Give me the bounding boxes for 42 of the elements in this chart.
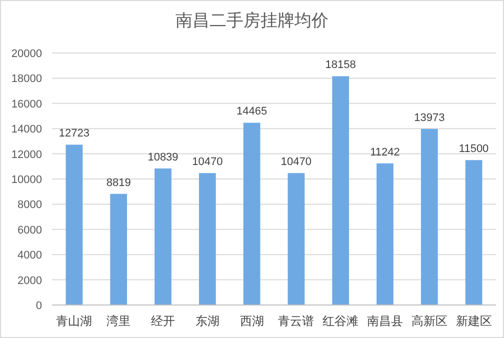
bar	[110, 194, 128, 305]
bar	[154, 168, 172, 305]
y-tick-label: 2000	[18, 274, 42, 287]
bar	[66, 144, 83, 305]
data-label: 12723	[58, 128, 90, 140]
y-tick-label: 6000	[18, 224, 42, 236]
data-label: 14465	[236, 106, 268, 118]
x-tick-label: 高新区	[411, 314, 448, 328]
data-label: 18158	[325, 59, 356, 72]
y-tick-label: 10000	[11, 174, 42, 186]
y-tick-label: 8000	[18, 199, 42, 212]
x-tick-label: 经开	[151, 314, 175, 328]
y-tick-label: 0	[36, 300, 42, 312]
bar	[288, 173, 305, 305]
data-label: 10839	[148, 151, 178, 164]
x-tick-label: 新建区	[456, 314, 492, 328]
x-tick-label: 青山湖	[56, 314, 92, 328]
data-label: 11242	[370, 146, 400, 158]
bar	[376, 163, 394, 305]
data-label: 13973	[414, 112, 445, 124]
x-tick-label: 南昌县	[367, 314, 403, 328]
bar	[420, 128, 438, 305]
x-tick-label: 东湖	[195, 314, 220, 328]
bar	[198, 173, 216, 305]
y-tick-label: 14000	[11, 124, 42, 136]
data-label: 11500	[458, 143, 489, 156]
y-tick-label: 4000	[18, 250, 42, 262]
bar	[243, 122, 260, 305]
x-tick-label: 红谷滩	[322, 314, 359, 328]
data-label: 10470	[280, 156, 312, 168]
chart-title: 南昌二手房挂牌均价	[176, 11, 328, 30]
bar	[332, 76, 350, 305]
data-label: 8819	[106, 176, 131, 189]
x-tick-label: 青云谱	[278, 314, 314, 328]
y-tick-label: 20000	[11, 48, 42, 60]
x-tick-label: 湾里	[106, 314, 131, 328]
x-tick-label: 西湖	[240, 314, 264, 328]
y-tick-label: 16000	[11, 98, 42, 110]
y-tick-label: 18000	[11, 73, 42, 86]
data-label: 10470	[192, 156, 223, 168]
bar	[465, 160, 482, 305]
y-tick-label: 12000	[11, 148, 42, 161]
